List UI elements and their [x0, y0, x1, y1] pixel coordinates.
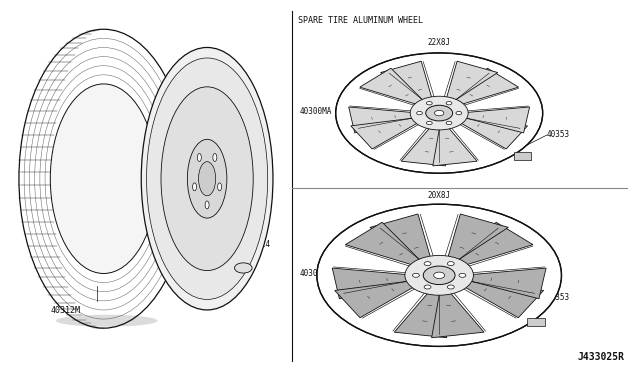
Circle shape [426, 102, 432, 105]
Polygon shape [370, 214, 433, 267]
Text: 20X8J: 20X8J [428, 190, 451, 200]
Ellipse shape [56, 315, 157, 327]
Circle shape [426, 121, 432, 125]
FancyBboxPatch shape [514, 152, 531, 160]
Circle shape [424, 262, 431, 266]
Text: 4031I: 4031I [166, 101, 189, 110]
Polygon shape [444, 61, 498, 106]
Ellipse shape [205, 201, 209, 209]
Circle shape [317, 204, 561, 346]
Polygon shape [431, 284, 484, 338]
Ellipse shape [198, 162, 216, 196]
Circle shape [424, 285, 431, 289]
Text: 40312M: 40312M [51, 306, 81, 315]
Circle shape [434, 272, 445, 279]
Polygon shape [394, 284, 447, 338]
Text: 40353: 40353 [547, 131, 570, 140]
Polygon shape [346, 222, 428, 269]
Circle shape [426, 105, 452, 121]
Circle shape [446, 102, 452, 105]
Polygon shape [401, 121, 445, 166]
Ellipse shape [147, 58, 268, 299]
Text: 40300MA: 40300MA [300, 107, 332, 116]
Text: SPARE TIRE ALUMINUM WHEEL: SPARE TIRE ALUMINUM WHEEL [298, 16, 423, 25]
Text: 40224: 40224 [248, 240, 271, 249]
Circle shape [405, 256, 474, 295]
Polygon shape [433, 121, 477, 166]
Ellipse shape [218, 183, 221, 191]
Ellipse shape [51, 84, 157, 273]
Circle shape [413, 273, 419, 277]
Circle shape [417, 111, 422, 115]
Polygon shape [381, 61, 434, 106]
Ellipse shape [193, 183, 196, 191]
FancyBboxPatch shape [527, 318, 545, 326]
Polygon shape [451, 116, 527, 149]
Ellipse shape [141, 48, 273, 310]
Text: 40300MB: 40300MB [300, 269, 332, 278]
Circle shape [456, 111, 461, 115]
Ellipse shape [197, 154, 202, 161]
Polygon shape [449, 68, 518, 108]
Text: 22X8J: 22X8J [428, 38, 451, 47]
Circle shape [335, 53, 543, 173]
Ellipse shape [188, 140, 227, 218]
Text: 40300MB: 40300MB [204, 83, 236, 92]
Polygon shape [349, 107, 426, 133]
Polygon shape [360, 68, 430, 108]
Ellipse shape [213, 154, 217, 161]
Text: 40353: 40353 [547, 293, 570, 302]
Polygon shape [455, 268, 546, 299]
Polygon shape [332, 268, 424, 299]
Circle shape [447, 262, 454, 266]
Polygon shape [335, 279, 426, 318]
Circle shape [234, 263, 252, 273]
Circle shape [435, 110, 444, 116]
Polygon shape [445, 214, 508, 267]
Ellipse shape [221, 114, 233, 118]
Polygon shape [450, 222, 533, 269]
Ellipse shape [161, 87, 253, 270]
Circle shape [446, 121, 452, 125]
Polygon shape [351, 116, 428, 149]
Circle shape [423, 266, 455, 285]
Polygon shape [452, 107, 530, 133]
Polygon shape [452, 279, 543, 318]
Circle shape [447, 285, 454, 289]
Circle shape [459, 273, 466, 277]
Text: J433025R: J433025R [577, 352, 624, 362]
Circle shape [410, 96, 468, 130]
Text: 40300MA: 40300MA [204, 70, 236, 79]
